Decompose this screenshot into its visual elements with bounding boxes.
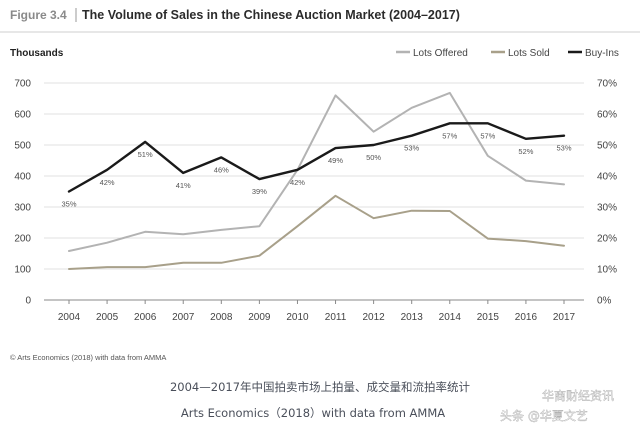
- y-tick-label: 500: [14, 141, 31, 152]
- x-tick-label: 2013: [401, 312, 424, 323]
- legend-label-lots-offered: Lots Offered: [413, 48, 468, 59]
- data-label-buy-ins: 42%: [100, 178, 115, 187]
- data-label-buy-ins: 53%: [556, 144, 571, 153]
- y2-tick-label: 60%: [597, 110, 617, 121]
- legend-label-buy-ins: Buy-Ins: [585, 48, 619, 59]
- caption-line-1: 2004—2017年中国拍卖市场上拍量、成交量和流拍率统计: [170, 380, 471, 394]
- series-line-lots-sold: [68, 194, 565, 270]
- y2-tick-label: 0%: [597, 296, 612, 307]
- y2-tick-label: 20%: [597, 234, 617, 245]
- x-tick-label: 2006: [134, 312, 157, 323]
- y-tick-label: 600: [14, 110, 31, 121]
- y-tick-label: 0: [25, 296, 31, 307]
- data-label-buy-ins: 39%: [252, 187, 267, 196]
- data-label-buy-ins: 41%: [176, 181, 191, 190]
- y-tick-label: 100: [14, 265, 31, 276]
- y-tick-label: 700: [14, 79, 31, 90]
- watermark-text-2: 头条 @华夏文艺: [500, 408, 588, 423]
- figure-title: The Volume of Sales in the Chinese Aucti…: [82, 8, 460, 22]
- watermark: 华商财经资讯 头条 @华夏文艺: [500, 388, 614, 423]
- data-label-buy-ins: 57%: [442, 131, 457, 140]
- series-line-lots-offered: [68, 91, 565, 252]
- x-tick-label: 2016: [515, 312, 538, 323]
- x-tick-label: 2011: [325, 312, 347, 323]
- data-label-buy-ins: 52%: [518, 147, 533, 156]
- x-axis: 2004 2005 2006 2007 2008 2009 2010 2011 2012 2013…: [58, 300, 576, 323]
- y2-tick-label: 50%: [597, 141, 617, 152]
- data-label-buy-ins: 53%: [404, 144, 419, 153]
- x-tick-label: 2007: [172, 312, 195, 323]
- caption-line-2: Arts Economics（2018）with data from AMMA: [181, 406, 445, 420]
- x-tick-label: 2008: [210, 312, 233, 323]
- watermark-text-1: 华商财经资讯: [542, 388, 614, 403]
- legend-label-lots-sold: Lots Sold: [508, 48, 550, 59]
- y-tick-label: 200: [14, 234, 31, 245]
- y-axis-left: 0 100 200 300 400 500 600 700: [14, 79, 31, 307]
- x-tick-label: 2004: [58, 312, 81, 323]
- y-tick-label: 300: [14, 203, 31, 214]
- y-axis-right: 0% 10% 20% 30% 40% 50% 60% 70%: [597, 79, 617, 307]
- data-label-buy-ins: 46%: [214, 165, 229, 174]
- x-tick-label: 2015: [477, 312, 500, 323]
- x-tick-label: 2010: [286, 312, 309, 323]
- y2-tick-label: 10%: [597, 265, 617, 276]
- x-tick-label: 2012: [362, 312, 385, 323]
- x-tick-label: 2017: [553, 312, 576, 323]
- x-tick-label: 2005: [96, 312, 119, 323]
- x-tick-label: 2009: [248, 312, 271, 323]
- y2-tick-label: 30%: [597, 203, 617, 214]
- legend: Lots Offered Lots Sold Buy-Ins: [396, 48, 619, 59]
- data-label-buy-ins: 42%: [290, 178, 305, 187]
- series-line-buy-ins: [67, 122, 566, 193]
- data-label-buy-ins: 35%: [61, 200, 76, 209]
- figure-label: Figure 3.4: [10, 8, 67, 22]
- source-note: © Arts Economics (2018) with data from A…: [10, 353, 166, 362]
- y2-tick-label: 40%: [597, 172, 617, 183]
- series-layer: [67, 91, 566, 270]
- data-label-buy-ins: 51%: [138, 150, 153, 159]
- data-label-buy-ins: 57%: [480, 131, 495, 140]
- data-labels: 35% 42% 51% 41% 46% 39% 42% 49% 50% 53% 57% 57% 52% 5…: [61, 131, 571, 208]
- data-label-buy-ins: 50%: [366, 153, 381, 162]
- x-tick-label: 2014: [439, 312, 462, 323]
- data-label-buy-ins: 49%: [328, 156, 343, 165]
- y2-tick-label: 70%: [597, 79, 617, 90]
- y-axis-units: Thousands: [10, 48, 64, 59]
- y-tick-label: 400: [14, 172, 31, 183]
- gridlines: [44, 82, 584, 301]
